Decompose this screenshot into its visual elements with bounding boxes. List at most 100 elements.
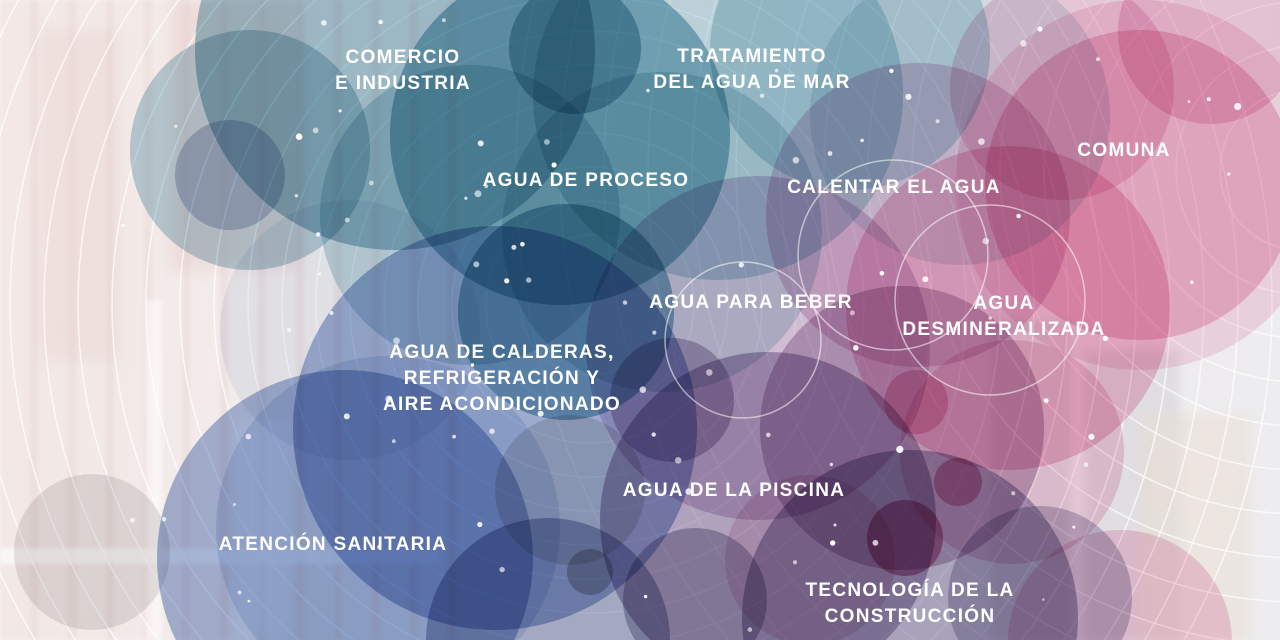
label-line: ATENCIÓN SANITARIA <box>218 534 448 555</box>
particle-dot <box>391 439 396 444</box>
particle-dot <box>889 68 894 74</box>
bubble <box>14 474 170 630</box>
particle-dot <box>551 162 557 168</box>
bubble <box>725 475 895 640</box>
particle-dot <box>378 74 382 79</box>
particle-dot <box>747 627 753 632</box>
label-line: AIRE ACONDICIONADO <box>382 394 622 415</box>
particle-dot <box>1227 172 1231 176</box>
label-line: COMUNA <box>1077 140 1171 161</box>
particle-dot <box>1020 40 1027 47</box>
particle-dot <box>477 521 483 528</box>
particle-dot <box>484 184 489 189</box>
particle-dot <box>464 196 468 200</box>
particle-dot <box>474 190 482 198</box>
particle-dot <box>232 503 237 507</box>
particle-dot <box>1190 280 1194 284</box>
label-line: E INDUSTRIA <box>335 73 471 94</box>
particle-dot <box>646 88 650 93</box>
bubble-label-atencion-sanitaria[interactable]: ATENCIÓN SANITARIA <box>219 532 448 558</box>
particle-dot <box>1088 433 1095 440</box>
label-line: DEL AGUA DE MAR <box>653 72 851 93</box>
bubble <box>900 340 1124 564</box>
particle-dot <box>1102 335 1109 342</box>
label-line: DESMINERALIZADA <box>902 319 1106 340</box>
bubble-label-comuna[interactable]: COMUNA <box>1077 138 1170 164</box>
particle-dot <box>321 20 327 26</box>
particle-dot <box>1042 598 1045 601</box>
particle-dot <box>338 109 342 113</box>
particle-dot <box>988 316 992 320</box>
bubble <box>1118 0 1280 124</box>
particle-dot <box>793 560 797 565</box>
particle-dot <box>499 566 505 573</box>
bubble <box>567 549 613 595</box>
particle-dot <box>639 386 647 394</box>
particle-dot <box>344 217 350 223</box>
bubble-label-tratamiento-del-agua-de-mar[interactable]: TRATAMIENTO DEL AGUA DE MAR <box>653 44 850 96</box>
bubble-label-comercio-e-industria[interactable]: COMERCIO E INDUSTRIA <box>335 45 471 97</box>
particle-dot <box>504 278 510 284</box>
bubble <box>509 0 641 114</box>
bubble-label-agua-para-beber[interactable]: AGUA PARA BEBER <box>649 290 853 316</box>
particle-dot <box>473 261 480 268</box>
particle-dot <box>329 311 334 315</box>
label-line: REFRIGERACIÓN Y <box>403 368 601 389</box>
particle-dot <box>1095 57 1101 62</box>
particle-dot <box>738 262 744 268</box>
bubble-label-tecnologia-de-la-construccion[interactable]: TECNOLOGÍA DE LA CONSTRUCCIÓN <box>805 578 1014 630</box>
label-line: AGUA DE PROCESO <box>482 170 690 191</box>
halo-ring <box>664 261 822 419</box>
bubble-label-agua-de-proceso[interactable]: AGUA DE PROCESO <box>483 168 690 194</box>
particle-dot <box>1109 151 1113 155</box>
label-line: AGUA <box>973 293 1035 314</box>
particle-dot <box>706 369 713 376</box>
bubble <box>1008 530 1232 640</box>
particle-dot <box>287 327 292 332</box>
particle-dot <box>853 345 859 351</box>
particle-dot <box>477 140 484 147</box>
particle-dot <box>879 271 885 276</box>
bubble <box>495 415 645 565</box>
bubble <box>884 370 948 434</box>
label-line: AGUA DE CALDERAS, <box>389 342 615 363</box>
particle-dot <box>1083 462 1089 467</box>
particle-dot <box>935 119 940 124</box>
label-line: TRATAMIENTO <box>677 46 827 67</box>
particle-dot <box>827 151 833 156</box>
particle-dot <box>849 310 855 316</box>
bubble-label-agua-de-la-piscina[interactable]: AGUA DE LA PISCINA <box>623 478 846 504</box>
particle-dot <box>759 93 765 99</box>
particle-dot <box>922 276 929 283</box>
particle-dot <box>1187 100 1191 103</box>
particle-dot <box>121 223 125 228</box>
particle-dot <box>652 330 657 335</box>
particle-dot <box>766 432 771 438</box>
particle-dot <box>674 457 682 464</box>
label-line: CONSTRUCCIÓN <box>824 606 996 627</box>
particle-dot <box>295 133 303 140</box>
particle-dot <box>774 68 779 73</box>
particle-dot <box>544 139 550 145</box>
bubble-label-agua-de-calderas-refrigeracion-y-aire-acondicionado[interactable]: AGUA DE CALDERAS, REFRIGERACIÓN Y AIRE ACO… <box>383 340 621 418</box>
particle-dot <box>643 594 648 599</box>
particle-dot <box>237 590 242 595</box>
particle-dot <box>318 272 322 276</box>
particle-dot <box>489 428 495 434</box>
bubble-label-calentar-el-agua[interactable]: CALENTAR EL AGUA <box>787 175 1001 201</box>
bubble <box>950 0 1174 200</box>
particle-dot <box>511 244 517 250</box>
particle-dot <box>393 337 400 345</box>
particle-dot <box>1043 398 1049 403</box>
label-line: COMERCIO <box>345 47 461 68</box>
particle-dot <box>470 363 475 367</box>
particle-dot <box>520 241 525 247</box>
particle-dot <box>1206 97 1211 102</box>
bubble-label-agua-desmineralizada[interactable]: AGUA DESMINERALIZADA <box>902 291 1105 343</box>
particle-dot <box>385 395 393 403</box>
particle-dot <box>982 237 990 245</box>
particle-dot <box>442 18 446 23</box>
